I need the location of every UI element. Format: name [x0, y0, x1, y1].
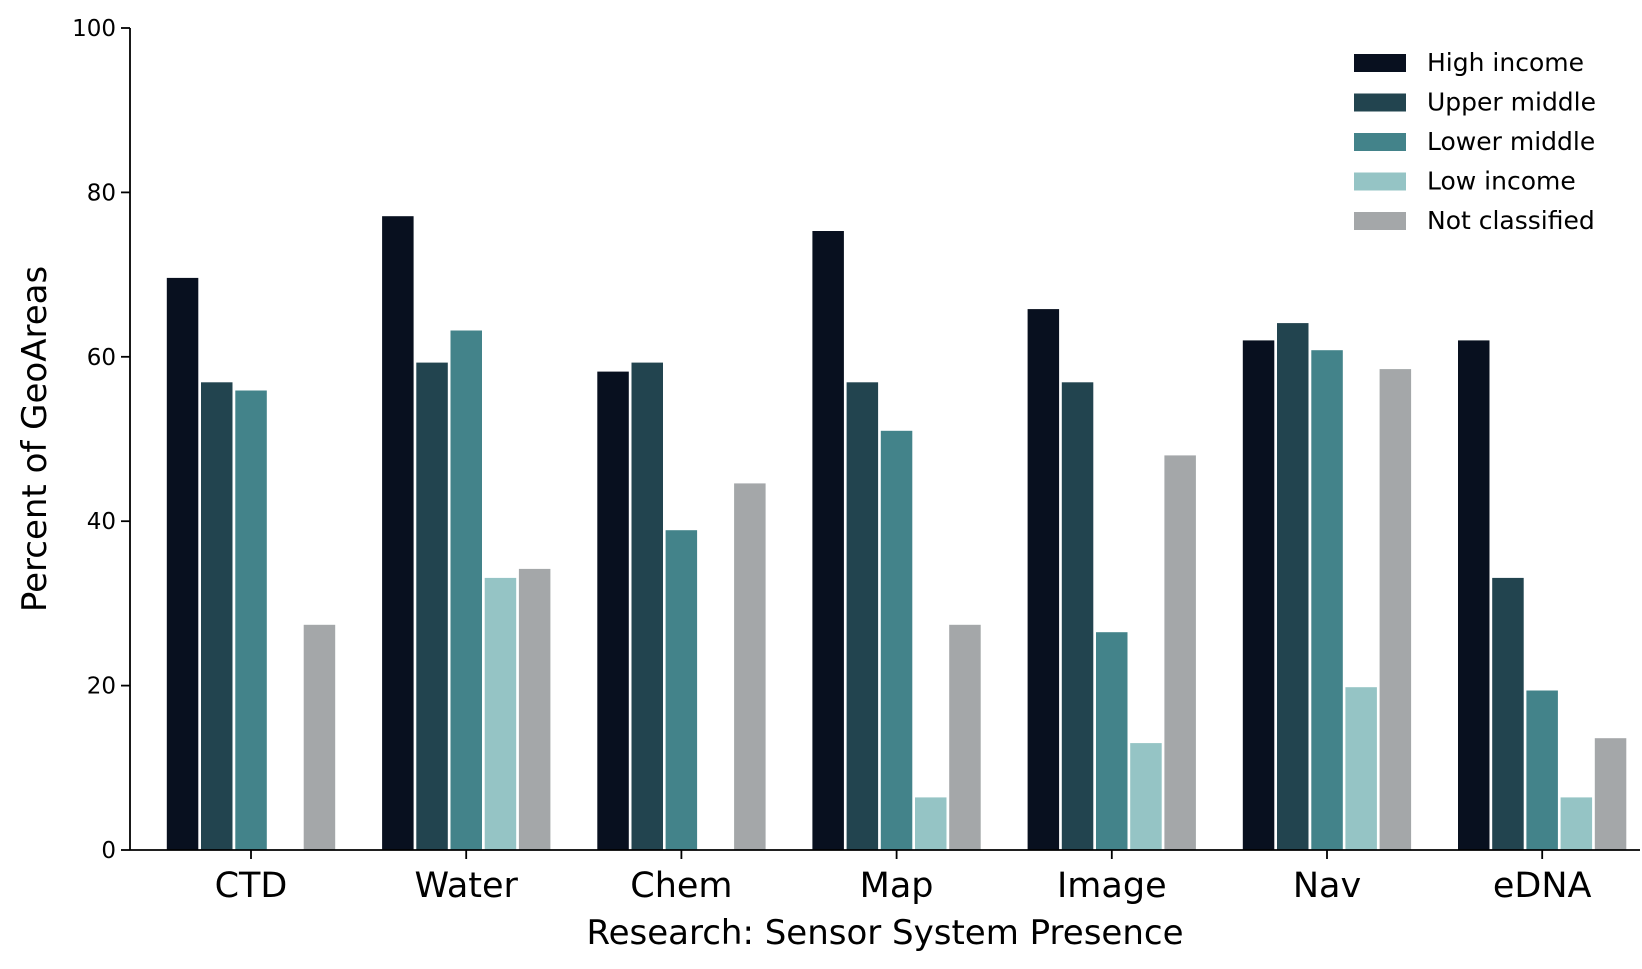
x-tick-label-ctd: CTD [215, 866, 288, 906]
bar-edna-low-income [1560, 797, 1593, 850]
bar-water-high-income [382, 216, 414, 850]
bar-water-lower-middle [450, 330, 482, 850]
bar-map-high-income [812, 231, 844, 850]
bar-edna-not-classified [1594, 738, 1627, 850]
legend-label-upper-middle: Upper middle [1427, 88, 1596, 117]
bar-chem-upper-middle [631, 362, 663, 850]
x-tick-label-chem: Chem [630, 866, 732, 906]
x-tick-label-water: Water [414, 866, 518, 906]
x-axis-title: Research: Sensor System Presence [586, 913, 1183, 953]
bars-layer [166, 216, 1627, 851]
x-tick-label-map: Map [860, 866, 934, 906]
bar-image-lower-middle [1096, 632, 1128, 850]
legend-swatch-lower-middle [1354, 133, 1406, 151]
bar-chem-not-classified [734, 483, 766, 850]
bar-nav-upper-middle [1277, 323, 1309, 851]
bar-image-upper-middle [1061, 382, 1094, 850]
bar-map-not-classified [949, 624, 981, 850]
bar-ctd-high-income [166, 277, 199, 850]
bar-chem-high-income [597, 371, 629, 850]
y-tick-label: 80 [87, 180, 116, 206]
bar-ctd-not-classified [303, 624, 336, 850]
y-tick-label: 20 [87, 674, 116, 700]
y-tick-label: 100 [72, 16, 116, 42]
x-axis-ticks: CTD Water Chem Map Image Nav eDNA [215, 850, 1592, 906]
bar-image-low-income [1130, 743, 1162, 850]
y-tick-label: 60 [87, 345, 116, 371]
bar-nav-high-income [1242, 340, 1275, 850]
x-tick-label-nav: Nav [1293, 866, 1361, 906]
bar-image-high-income [1027, 309, 1060, 851]
bar-nav-not-classified [1379, 369, 1412, 850]
legend-swatch-not-classified [1354, 212, 1406, 230]
legend-label-not-classified: Not classified [1427, 206, 1595, 235]
bar-nav-low-income [1345, 687, 1377, 850]
x-tick-label-image: Image [1057, 866, 1167, 906]
bar-ctd-lower-middle [235, 390, 267, 850]
bar-edna-lower-middle [1526, 690, 1558, 850]
bar-image-not-classified [1164, 455, 1196, 850]
y-tick-label: 40 [87, 509, 116, 535]
legend-swatch-high-income [1354, 54, 1406, 72]
bar-water-not-classified [518, 568, 551, 850]
bar-chem-lower-middle [665, 530, 698, 850]
bar-water-upper-middle [416, 362, 448, 850]
bar-map-lower-middle [880, 430, 913, 850]
legend-label-low-income: Low income [1427, 167, 1576, 196]
legend-swatch-upper-middle [1354, 93, 1406, 112]
bar-nav-lower-middle [1311, 350, 1343, 850]
bar-edna-upper-middle [1492, 577, 1524, 850]
legend: High income Upper middle Lower middle Low i… [1354, 48, 1596, 235]
y-tick-label: 0 [101, 838, 116, 864]
legend-label-lower-middle: Lower middle [1427, 127, 1595, 156]
bar-map-low-income [915, 797, 947, 850]
bar-water-low-income [484, 577, 517, 850]
y-axis-title: Percent of GeoAreas [15, 266, 55, 612]
legend-label-high-income: High income [1427, 48, 1584, 77]
bar-edna-high-income [1458, 340, 1490, 850]
y-axis-ticks: 0 20 40 60 80 100 [72, 16, 130, 864]
x-tick-label-edna: eDNA [1493, 866, 1592, 906]
legend-swatch-low-income [1354, 172, 1406, 191]
bar-ctd-upper-middle [201, 382, 233, 850]
bar-map-upper-middle [846, 382, 879, 850]
